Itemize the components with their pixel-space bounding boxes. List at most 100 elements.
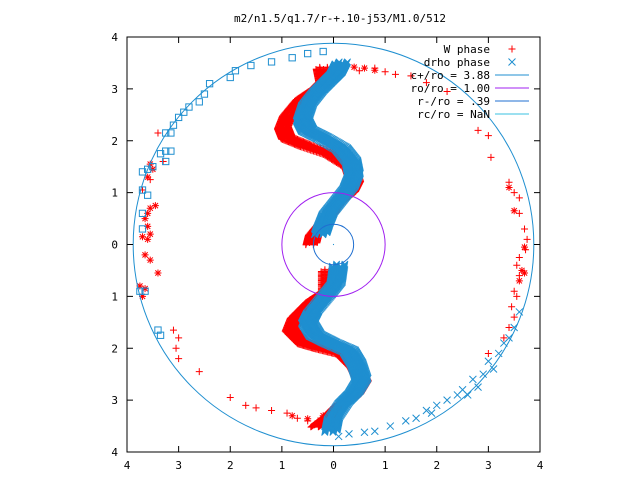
series-layer xyxy=(132,42,535,447)
data-point-3-4 xyxy=(479,370,488,379)
legend-label-5: rc/ro = NaN xyxy=(417,108,490,121)
data-point-1-12 xyxy=(146,256,154,264)
data-point-3-15 xyxy=(360,428,369,437)
data-point-4-24 xyxy=(144,191,152,199)
data-point-0-34 xyxy=(242,401,250,409)
legend-label-1: drho phase xyxy=(424,56,490,69)
data-point-0-26 xyxy=(500,334,508,342)
data-point-0-29 xyxy=(175,334,183,342)
data-point-1-9 xyxy=(138,233,146,241)
data-point-1-8 xyxy=(146,230,154,238)
data-point-0-25 xyxy=(505,324,513,331)
data-point-0-30 xyxy=(172,344,180,352)
y-tick-label-3: 1 xyxy=(111,187,118,200)
band-point-2-448-0 xyxy=(307,423,314,431)
data-point-3-22 xyxy=(427,409,436,417)
data-point-4-18 xyxy=(156,150,165,158)
data-point-0-6 xyxy=(422,79,430,87)
data-point-0-37 xyxy=(283,409,291,417)
origin-dot xyxy=(332,243,335,246)
x-tick-label-3: 1 xyxy=(279,459,286,472)
data-point-4-30 xyxy=(156,331,165,339)
data-point-1-16 xyxy=(154,269,162,277)
data-point-4-25 xyxy=(138,209,147,218)
band-point-5-448-0 xyxy=(321,428,329,436)
data-point-0-33 xyxy=(226,394,234,402)
data-point-4-19 xyxy=(162,157,170,166)
x-tick-label-4: 0 xyxy=(330,459,337,472)
data-point-4-3 xyxy=(267,58,276,66)
legend-label-2: c+/ro = 3.88 xyxy=(411,69,490,82)
data-point-4-9 xyxy=(195,98,203,106)
series-1-group xyxy=(136,63,529,423)
data-point-3-21 xyxy=(505,334,513,342)
data-point-3-8 xyxy=(443,396,451,404)
data-point-4-10 xyxy=(185,103,193,111)
data-point-3-9 xyxy=(432,401,441,410)
data-point-0-21 xyxy=(510,287,518,295)
data-point-1-20 xyxy=(521,243,529,251)
data-point-1-21 xyxy=(505,183,513,191)
data-point-4-13 xyxy=(169,121,178,129)
data-point-0-32 xyxy=(195,368,203,376)
data-point-3-5 xyxy=(469,375,477,384)
data-point-1-28 xyxy=(288,412,296,420)
x-tick-label-7: 3 xyxy=(485,459,492,472)
legend-marker-1 xyxy=(508,58,516,66)
data-point-1-10 xyxy=(144,235,152,243)
data-point-3-19 xyxy=(489,365,498,373)
data-point-0-12 xyxy=(510,189,518,197)
data-point-0-18 xyxy=(515,253,523,261)
data-point-0-4 xyxy=(391,70,399,78)
band-point-2-448-2 xyxy=(315,423,322,431)
data-point-1-3 xyxy=(151,202,159,210)
x-tick-label-2: 2 xyxy=(227,459,234,472)
band-point-2-239-1 xyxy=(306,239,313,247)
data-point-1-24 xyxy=(360,64,368,72)
band-point-2-239-3 xyxy=(313,239,321,247)
data-point-4-1 xyxy=(304,49,312,58)
data-point-0-41 xyxy=(154,129,162,137)
data-point-3-16 xyxy=(345,429,353,438)
y-tick-label-1: 3 xyxy=(111,83,118,96)
data-point-3-3 xyxy=(484,357,493,366)
data-point-1-23 xyxy=(350,63,358,71)
data-point-0-36 xyxy=(268,407,276,414)
data-point-1-13 xyxy=(136,282,144,290)
data-point-3-13 xyxy=(386,422,395,430)
data-point-4-16 xyxy=(167,147,175,155)
data-point-0-42 xyxy=(159,158,167,165)
band-point-2-239-0 xyxy=(302,241,309,249)
band-point-2-448-1 xyxy=(311,421,318,429)
data-point-1-7 xyxy=(144,222,152,230)
radius-circle-7 xyxy=(281,192,386,297)
data-point-1-18 xyxy=(521,269,529,277)
data-point-3-14 xyxy=(370,427,379,436)
radius-circle-6 xyxy=(132,42,535,447)
data-point-0-8 xyxy=(474,126,482,134)
data-point-0-38 xyxy=(293,414,301,422)
data-point-1-25 xyxy=(371,66,379,74)
x-tick-label-6: 2 xyxy=(433,459,440,472)
y-tick-label-6: 2 xyxy=(111,342,118,355)
data-point-4-26 xyxy=(138,225,147,233)
band-point-5-239-2 xyxy=(319,231,327,239)
data-point-3-11 xyxy=(412,414,420,423)
data-point-0-27 xyxy=(484,349,492,357)
data-point-4-21 xyxy=(144,165,152,173)
data-point-3-7 xyxy=(453,391,462,399)
data-point-4-20 xyxy=(149,163,157,171)
data-point-0-7 xyxy=(443,87,451,95)
data-point-0-19 xyxy=(513,261,521,269)
series-7-group xyxy=(281,192,386,297)
data-point-3-18 xyxy=(474,383,482,392)
data-point-1-11 xyxy=(141,251,149,259)
series-4-group xyxy=(136,47,327,339)
y-tick-label-2: 2 xyxy=(111,135,118,148)
data-point-0-15 xyxy=(521,225,529,233)
data-point-0-14 xyxy=(515,209,523,217)
legend-marker-0 xyxy=(508,45,516,53)
data-point-4-11 xyxy=(180,108,188,116)
